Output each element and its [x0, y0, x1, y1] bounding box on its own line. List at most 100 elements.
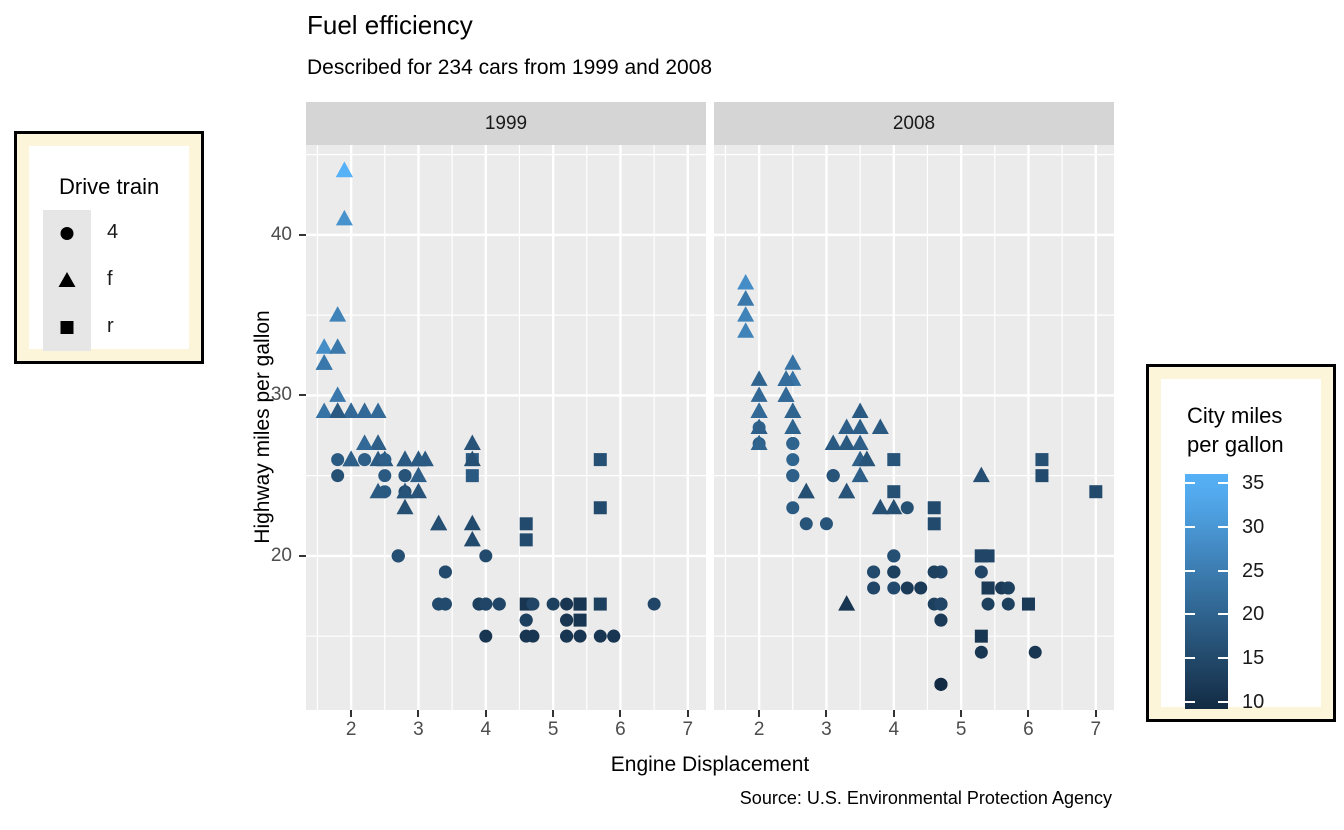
colorbar-tick — [1185, 525, 1195, 528]
data-point — [593, 629, 607, 643]
data-point — [927, 501, 941, 515]
data-point — [315, 338, 333, 354]
data-point — [737, 290, 755, 306]
data-point — [396, 450, 414, 467]
plot-caption: Source: U.S. Environmental Protection Ag… — [739, 788, 1112, 808]
data-point — [838, 418, 856, 434]
x-axis-tick — [484, 710, 487, 717]
x-axis-tick-label: 4 — [888, 719, 900, 740]
facet-strip-label: 2008 — [892, 113, 936, 134]
x-axis-tick-label: 7 — [1090, 719, 1102, 740]
y-axis-tick-label: 40 — [270, 223, 292, 245]
data-point — [573, 613, 587, 627]
data-point — [887, 453, 901, 467]
data-point — [777, 370, 795, 386]
city-mpg-colorbar — [1185, 474, 1228, 709]
data-point — [887, 485, 901, 499]
data-point — [356, 434, 374, 451]
drive-train-legend: Drive train 4 f r — [14, 131, 204, 364]
colorbar-tick — [1185, 482, 1195, 484]
data-point — [851, 434, 869, 451]
data-point — [1035, 453, 1049, 467]
data-point — [750, 434, 768, 451]
data-point — [1001, 597, 1015, 611]
data-point — [737, 306, 755, 322]
data-point — [786, 501, 800, 515]
data-point — [438, 597, 452, 611]
x-axis-tick-label: 3 — [413, 719, 424, 740]
data-point — [546, 597, 560, 611]
data-point — [797, 482, 815, 499]
colorbar-tick — [1218, 525, 1228, 528]
data-point — [934, 597, 948, 611]
data-point — [526, 597, 540, 611]
x-axis-tick-label: 5 — [547, 719, 559, 740]
data-point — [824, 434, 842, 451]
data-point — [315, 402, 333, 418]
plot-subtitle: Described for 234 cars from 1999 and 200… — [307, 56, 713, 79]
x-axis-tick-label: 7 — [682, 719, 694, 740]
data-point — [1021, 597, 1035, 611]
data-point — [396, 498, 414, 515]
data-point — [430, 514, 448, 531]
data-point — [342, 450, 360, 467]
data-point — [463, 514, 481, 531]
data-point — [398, 469, 412, 483]
data-point — [799, 517, 813, 531]
data-point — [519, 533, 533, 547]
data-point — [329, 306, 347, 322]
city-mpg-legend-title-line1: City miles — [1187, 403, 1283, 428]
data-point — [593, 597, 607, 611]
data-point — [887, 581, 901, 595]
data-point — [981, 581, 995, 595]
data-point — [463, 434, 481, 451]
data-point — [900, 501, 914, 515]
x-axis-tick — [825, 710, 828, 717]
facet-strip-2008: 2008 — [714, 102, 1114, 145]
data-point — [329, 386, 347, 402]
data-point — [335, 209, 353, 226]
data-point — [900, 581, 914, 595]
plot-title: Fuel efficiency — [307, 10, 473, 40]
data-point — [826, 469, 840, 483]
data-point — [463, 450, 481, 467]
legend-key-4 — [43, 210, 91, 257]
data-point — [777, 386, 795, 402]
y-axis-tick-label: 20 — [270, 544, 292, 566]
x-axis-tick-label: 2 — [753, 719, 765, 740]
x-axis-tick — [417, 710, 420, 717]
data-point — [378, 469, 392, 483]
facet-strip-label: 1999 — [484, 113, 528, 134]
data-point — [519, 517, 533, 531]
data-point — [593, 501, 607, 515]
data-point — [391, 549, 405, 563]
data-point — [867, 565, 881, 579]
data-point — [409, 466, 427, 483]
data-point — [927, 565, 941, 579]
legend-key-label: f — [107, 268, 113, 290]
data-point — [750, 386, 768, 402]
drive-train-legend-background: Drive train 4 f r — [29, 146, 189, 351]
data-point — [786, 437, 800, 451]
legend-key-r — [43, 304, 91, 351]
x-axis-tick — [619, 710, 622, 717]
square-key-icon — [60, 321, 74, 334]
data-point — [784, 418, 802, 434]
data-point — [560, 613, 574, 627]
colorbar-tick — [1218, 569, 1228, 572]
colorbar-tick — [1185, 569, 1195, 572]
data-point — [479, 597, 493, 611]
x-axis-tick — [552, 710, 555, 717]
x-axis-tick-label: 4 — [480, 719, 492, 740]
data-point — [463, 530, 481, 547]
data-point — [560, 597, 574, 611]
data-point — [356, 402, 374, 418]
legend-key-label: r — [107, 315, 114, 337]
data-point — [784, 402, 802, 418]
data-point — [851, 466, 869, 483]
data-point — [750, 418, 768, 434]
data-point — [378, 453, 392, 467]
data-point — [838, 434, 856, 451]
data-point — [786, 453, 800, 467]
facet-panel-1999 — [306, 145, 706, 710]
